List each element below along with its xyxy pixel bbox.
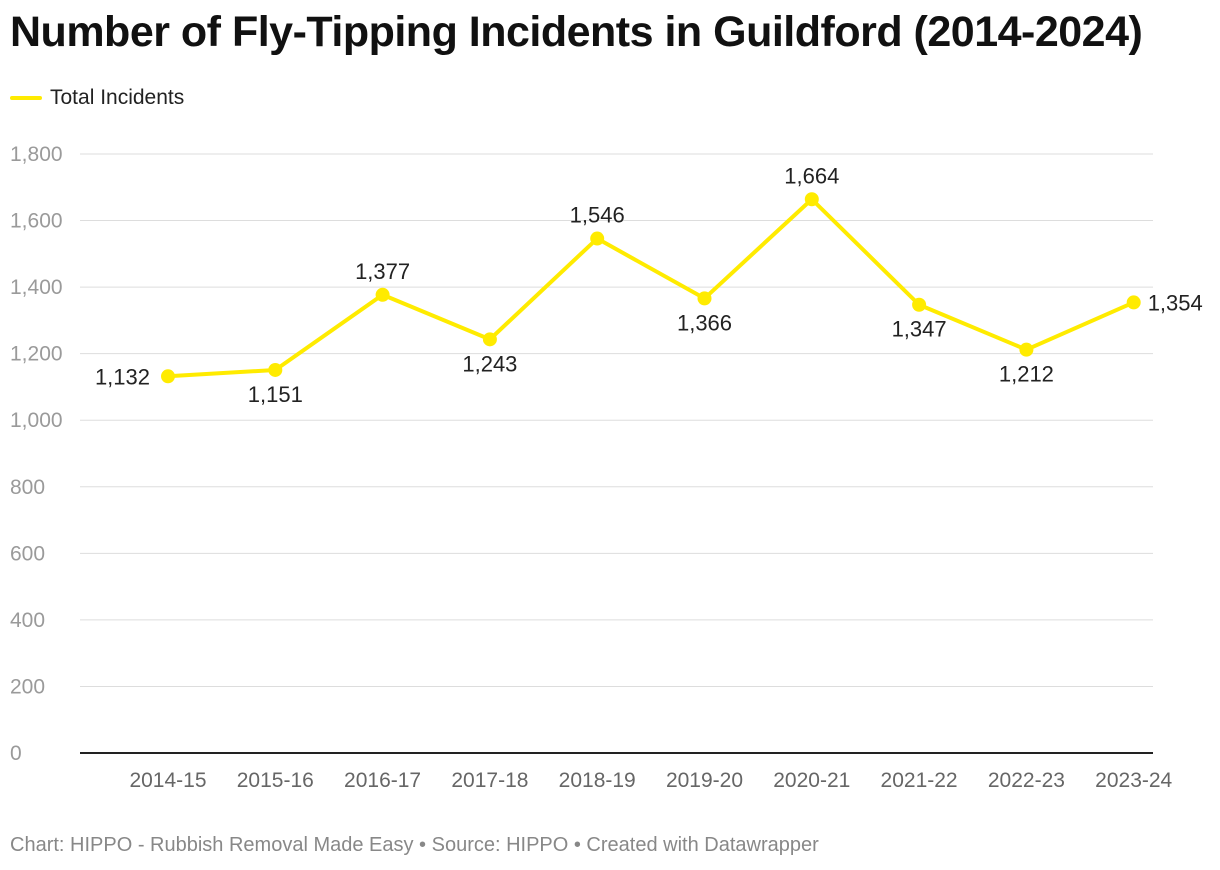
data-point-2023-24 [1126,295,1141,310]
data-label-2019-20: 1,366 [677,310,732,335]
y-tick-label-200: 200 [10,675,45,698]
y-tick-label-800: 800 [10,476,45,499]
y-tick-label-1600: 1,600 [10,210,63,233]
chart-footer: Chart: HIPPO - Rubbish Removal Made Easy… [10,834,819,856]
data-label-2014-15: 1,132 [95,364,150,389]
y-axis-ticks: 0 200 400 600 800 1,000 1,200 1,400 1,600 1,800 [10,143,63,765]
data-label-2022-23: 1,212 [999,362,1054,387]
legend: Total Incidents [10,86,184,110]
data-point-2015-16 [268,362,283,377]
data-label-2016-17: 1,377 [355,259,410,284]
x-tick-label-2015-16: 2015-16 [237,769,314,792]
x-tick-label-2022-23: 2022-23 [988,769,1065,792]
y-tick-label-600: 600 [10,542,45,565]
data-label-2017-18: 1,243 [462,351,517,376]
y-tick-label-0: 0 [10,742,22,765]
data-label-2020-21: 1,664 [784,163,839,188]
x-tick-label-2014-15: 2014-15 [129,769,206,792]
data-point-2019-20 [697,291,712,306]
y-tick-label-1000: 1,000 [10,409,63,432]
y-tick-label-1800: 1,800 [10,143,63,166]
legend-label: Total Incidents [50,86,185,109]
x-tick-label-2016-17: 2016-17 [344,769,421,792]
line-chart: 0 200 400 600 800 1,000 1,200 1,400 1,600 1,800 2… [10,143,1203,792]
x-tick-label-2017-18: 2017-18 [451,769,528,792]
x-tick-label-2018-19: 2018-19 [559,769,636,792]
y-tick-label-1400: 1,400 [10,276,63,299]
grid-lines [80,153,1153,687]
x-axis-ticks: 2014-15 2015-16 2016-17 2017-18 2018-19 2019-… [129,769,1172,792]
series-line-total-incidents [166,197,1136,379]
data-labels: 1,132 1,151 1,377 1,243 1,546 1,366 1,664 1,347… [95,163,1203,407]
data-label-2023-24: 1,354 [1148,290,1203,315]
data-label-2018-19: 1,546 [570,203,625,228]
x-tick-label-2020-21: 2020-21 [773,769,850,792]
data-point-2016-17 [375,287,390,302]
y-tick-label-400: 400 [10,609,45,632]
y-tick-label-1200: 1,200 [10,343,63,366]
data-label-2015-16: 1,151 [248,382,303,407]
data-point-2014-15 [161,369,175,384]
legend-swatch [10,96,42,100]
x-tick-label-2019-20: 2019-20 [666,769,743,792]
x-tick-label-2021-22: 2021-22 [881,769,958,792]
data-point-2021-22 [912,297,927,312]
data-points [161,192,1141,384]
data-point-2017-18 [482,332,497,347]
data-point-2020-21 [804,192,819,207]
chart-title: Number of Fly-Tipping Incidents in Guild… [10,8,1143,56]
x-tick-label-2023-24: 2023-24 [1095,769,1172,792]
data-label-2021-22: 1,347 [892,317,947,342]
data-point-2018-19 [590,231,605,246]
data-point-2022-23 [1019,342,1034,357]
